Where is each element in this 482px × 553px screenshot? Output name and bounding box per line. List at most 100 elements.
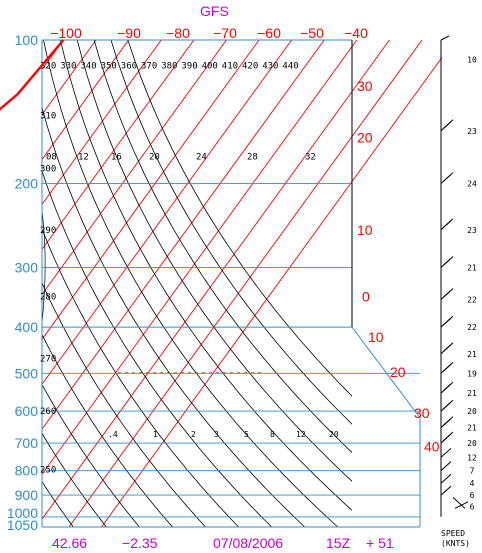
pressure-label: 300 <box>15 260 39 276</box>
temperature-top-label: −90 <box>117 25 141 41</box>
mixing-ratio-label: 5 <box>244 430 249 439</box>
pressure-label: 500 <box>15 365 39 381</box>
theta-label: 360 <box>121 61 137 71</box>
temperature-top-label: −100 <box>50 25 82 41</box>
mixing-ratio-label: 8 <box>270 430 275 439</box>
mixing-ratio-label: 20 <box>149 152 160 162</box>
wind-barb <box>440 485 452 496</box>
pressure-label: 400 <box>15 319 39 335</box>
theta-label: 320 <box>40 61 56 71</box>
wind-barb-feather <box>442 256 454 266</box>
dry-adiabat-lines <box>0 40 352 527</box>
pressure-label: 900 <box>15 487 39 503</box>
pressure-label: 200 <box>15 176 39 192</box>
wind-barb-feather <box>442 342 454 353</box>
temperature-right-label: 10 <box>357 222 373 238</box>
wind-speed-value: 12 <box>467 453 477 462</box>
wind-speed-value: 23 <box>467 127 477 136</box>
wind-speed-value: 22 <box>467 323 477 332</box>
dry-adiabat <box>127 40 352 397</box>
wind-speed-value: 21 <box>467 424 477 433</box>
wind-speed-value: 6 <box>470 502 475 511</box>
mixing-ratio-label: 32 <box>305 152 316 162</box>
mixing-ratio-label: 3 <box>214 430 219 439</box>
isotherm-line <box>42 40 195 251</box>
theta-label: 370 <box>141 61 157 71</box>
isotherm-line <box>42 40 390 520</box>
dry-adiabat <box>42 105 305 527</box>
wind-barb <box>440 447 452 458</box>
mixing-ratio-label: 1 <box>153 430 158 439</box>
theta-label: 270 <box>40 354 56 364</box>
wind-speed-value: 7 <box>470 467 475 476</box>
temperature-right-labels: 30 20 10 0 10 20 30 40 <box>357 78 440 454</box>
temperature-right-label: 20 <box>390 364 406 380</box>
dry-adiabat <box>110 40 352 425</box>
mixing-ratio-labels: 08 12 16 20 24 28 32.4 1 2 3 5 8 12 20 <box>46 152 339 439</box>
dry-adiabat <box>42 432 107 527</box>
surface-wind-barb <box>452 496 469 509</box>
temperature-top-labels: −100 −90 −80 −70 −60 −50 −40 <box>50 25 368 41</box>
theta-label: 420 <box>242 61 258 71</box>
dry-adiabat <box>93 40 352 454</box>
theta-label: 250 <box>40 465 56 475</box>
theta-label: 340 <box>80 61 96 71</box>
pressure-label: 600 <box>15 403 39 419</box>
wind-barb <box>440 473 452 484</box>
mixing-ratio-label: 28 <box>247 152 258 162</box>
temperature-top-label: −50 <box>300 25 324 41</box>
theta-label: 390 <box>181 61 197 71</box>
mixing-ratio-label: 12 <box>78 152 89 162</box>
wind-barb-feather <box>442 431 454 442</box>
dry-adiabat <box>42 227 239 527</box>
wind-barb-feather <box>442 288 454 298</box>
dry-adiabat <box>0 40 40 527</box>
theta-label: 300 <box>40 165 56 175</box>
wind-barb-feather <box>442 416 454 427</box>
mixing-ratio-label: 16 <box>111 152 122 162</box>
isotherm-line <box>68 40 423 527</box>
theta-label: 400 <box>202 61 218 71</box>
dry-adiabat <box>42 169 272 527</box>
footer-forecast: + 51 <box>366 535 394 551</box>
wind-barb-feather <box>442 361 454 372</box>
dry-adiabat <box>42 480 74 527</box>
dry-adiabat <box>60 40 352 511</box>
moist-adiabat <box>42 207 46 326</box>
footer-time: 15Z <box>326 535 351 551</box>
temperature-right-label: 30 <box>357 78 373 94</box>
footer-date: 07/08/2006 <box>213 535 283 551</box>
wind-top-tick <box>440 35 450 41</box>
wind-barb-feather <box>442 381 454 392</box>
theta-label: 310 <box>40 112 56 122</box>
isotherm-line <box>42 40 325 431</box>
dry-adiabat <box>42 281 206 527</box>
pressure-label: 700 <box>15 435 39 451</box>
dry-adiabat <box>76 40 352 482</box>
wind-speed-value: 21 <box>467 389 477 398</box>
mixing-ratio-label: 24 <box>196 152 207 162</box>
wind-speed-value: 23 <box>467 226 477 235</box>
wind-barb-column: 10 23 24 23 21 22 22 21 19 21 20 21 20 12 7 4 6 6 <box>440 35 477 517</box>
pressure-label: 800 <box>15 463 39 479</box>
isotherm-line <box>42 40 227 296</box>
footer-value-2: −2.35 <box>122 535 158 551</box>
wind-speed-value: 6 <box>470 491 475 500</box>
mixing-ratio-label: 12 <box>296 430 306 439</box>
temperature-top-label: −70 <box>213 25 237 41</box>
theta-labels: 320 330 340 350 360 370 380 390 400 410 420 430 4403… <box>40 61 299 475</box>
moist-adiabat-lines <box>42 207 265 374</box>
wind-barb <box>440 461 452 472</box>
wind-speed-value: 20 <box>467 407 477 416</box>
temperature-right-label: 30 <box>414 405 430 421</box>
temperature-right-label: 20 <box>357 129 373 145</box>
temperature-top-label: −80 <box>166 25 190 41</box>
isotherm-line <box>42 40 358 475</box>
plot-frame <box>41 40 421 528</box>
wind-speed-value: 24 <box>467 180 477 189</box>
temperature-right-label: 40 <box>424 439 440 455</box>
footer: 42.66 −2.35 07/08/2006 15Z + 51 <box>52 535 394 551</box>
wind-speed-value: 4 <box>470 479 475 488</box>
theta-label: 350 <box>101 61 117 71</box>
